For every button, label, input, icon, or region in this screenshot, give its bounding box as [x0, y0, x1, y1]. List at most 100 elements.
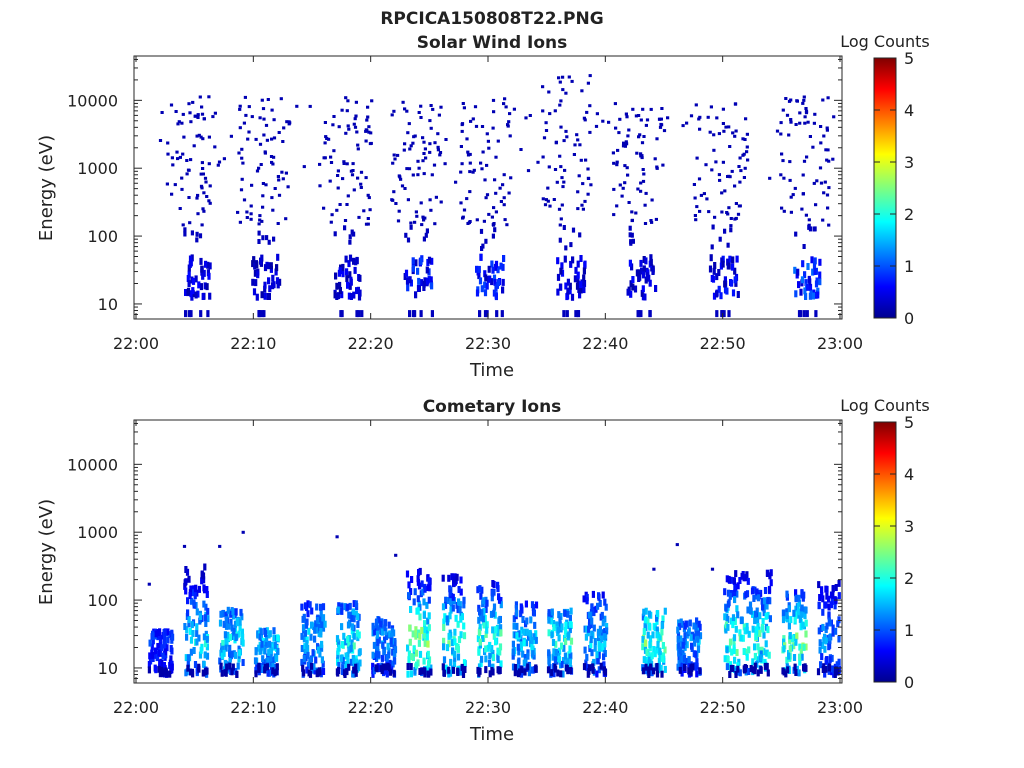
- heatmap-cell: [796, 602, 800, 610]
- heatmap-cell: [811, 292, 816, 300]
- heatmap-cell: [644, 276, 648, 284]
- heatmap-cell: [444, 596, 448, 604]
- heatmap-cell: [495, 624, 500, 632]
- heatmap-cell: [511, 652, 515, 660]
- heatmap-cell: [463, 666, 467, 673]
- heatmap-cell: [628, 232, 632, 238]
- heatmap-cell: [723, 280, 727, 288]
- heatmap-cell: [184, 578, 188, 586]
- heatmap-cell: [644, 656, 648, 664]
- heatmap-cell: [453, 654, 457, 662]
- heatmap-cell: [726, 242, 730, 248]
- heatmap-cell: [421, 136, 425, 140]
- heatmap-cell: [547, 616, 551, 624]
- heatmap-cell: [303, 649, 307, 656]
- heatmap-cell: [638, 133, 642, 137]
- heatmap-cell: [517, 668, 522, 676]
- heatmap-cell: [559, 125, 563, 129]
- heatmap-cell: [393, 657, 397, 665]
- heatmap-cell: [408, 276, 412, 284]
- heatmap-cell: [272, 643, 276, 651]
- heatmap-cell: [533, 621, 537, 629]
- heatmap-cell: [800, 610, 804, 618]
- heatmap-cell: [166, 141, 170, 145]
- heatmap-cell: [528, 114, 532, 117]
- heatmap-cell: [677, 642, 681, 649]
- heatmap-cell: [449, 658, 453, 666]
- heatmap-cell: [601, 619, 605, 627]
- heatmap-cell: [451, 593, 455, 601]
- heatmap-cell: [427, 612, 431, 620]
- heatmap-cell: [724, 626, 728, 634]
- heatmap-cell: [491, 266, 495, 274]
- heatmap-cell: [653, 650, 657, 658]
- heatmap-cell: [164, 668, 168, 676]
- heatmap-cell: [802, 159, 807, 163]
- heatmap-cell: [205, 652, 210, 660]
- heatmap-cell: [717, 173, 721, 177]
- heatmap-cell: [238, 649, 242, 657]
- heatmap-cell: [196, 290, 200, 298]
- heatmap-cell: [513, 664, 518, 671]
- heatmap-cell: [199, 184, 204, 188]
- heatmap-cell: [736, 212, 741, 216]
- heatmap-cell: [217, 160, 222, 164]
- heatmap-cell: [272, 155, 276, 159]
- heatmap-cell: [345, 275, 349, 283]
- heatmap-cell: [392, 629, 396, 637]
- heatmap-cell: [228, 657, 232, 665]
- heatmap-cell: [193, 114, 197, 118]
- heatmap-cell: [733, 276, 737, 284]
- heatmap-cell: [491, 649, 495, 657]
- heatmap-cell: [175, 150, 179, 154]
- heatmap-cell: [500, 310, 504, 318]
- heatmap-cell: [318, 184, 322, 188]
- heatmap-cell: [641, 168, 645, 171]
- heatmap-cell: [359, 186, 363, 189]
- heatmap-cell: [456, 620, 460, 628]
- heatmap-cell: [569, 637, 574, 645]
- heatmap-cell: [364, 222, 369, 226]
- heatmap-cell: [647, 610, 652, 618]
- heatmap-cell: [519, 641, 523, 649]
- heatmap-cell: [644, 257, 648, 265]
- heatmap-cell: [526, 663, 530, 671]
- heatmap-cell: [507, 191, 511, 195]
- heatmap-cell: [285, 120, 289, 124]
- heatmap-cell: [303, 643, 307, 651]
- heatmap-cell: [187, 270, 191, 278]
- heatmap-cell: [794, 638, 798, 646]
- heatmap-cell: [593, 644, 597, 652]
- heatmap-cell: [785, 608, 789, 616]
- heatmap-cell: [269, 647, 273, 655]
- heatmap-cell: [822, 134, 826, 138]
- heatmap-cell: [781, 667, 785, 675]
- heatmap-cell: [271, 208, 275, 212]
- heatmap-cell: [553, 109, 557, 113]
- heatmap-cell: [727, 206, 731, 210]
- heatmap-cell: [499, 660, 503, 668]
- heatmap-cell: [347, 127, 351, 131]
- heatmap-cell: [649, 107, 653, 111]
- heatmap-cell: [644, 639, 648, 647]
- heatmap-cell: [825, 622, 829, 630]
- heatmap-cell: [723, 228, 727, 234]
- heatmap-cell: [536, 160, 540, 164]
- heatmap-cell: [161, 652, 165, 660]
- heatmap-cell: [155, 654, 159, 662]
- heatmap-cell: [277, 178, 281, 182]
- heatmap-cell: [340, 291, 344, 299]
- heatmap-cell: [411, 257, 415, 265]
- heatmap-cell: [251, 260, 255, 268]
- heatmap-cell: [160, 644, 164, 652]
- heatmap-cell: [436, 145, 440, 149]
- heatmap-cell: [753, 610, 758, 618]
- heatmap-cell: [480, 655, 484, 663]
- heatmap-cell: [819, 661, 823, 669]
- heatmap-cell: [412, 135, 416, 139]
- heatmap-cell: [433, 222, 437, 226]
- heatmap-cell: [180, 176, 184, 180]
- heatmap-cell: [387, 664, 391, 672]
- heatmap-cell: [552, 620, 556, 627]
- heatmap-cell: [804, 630, 808, 638]
